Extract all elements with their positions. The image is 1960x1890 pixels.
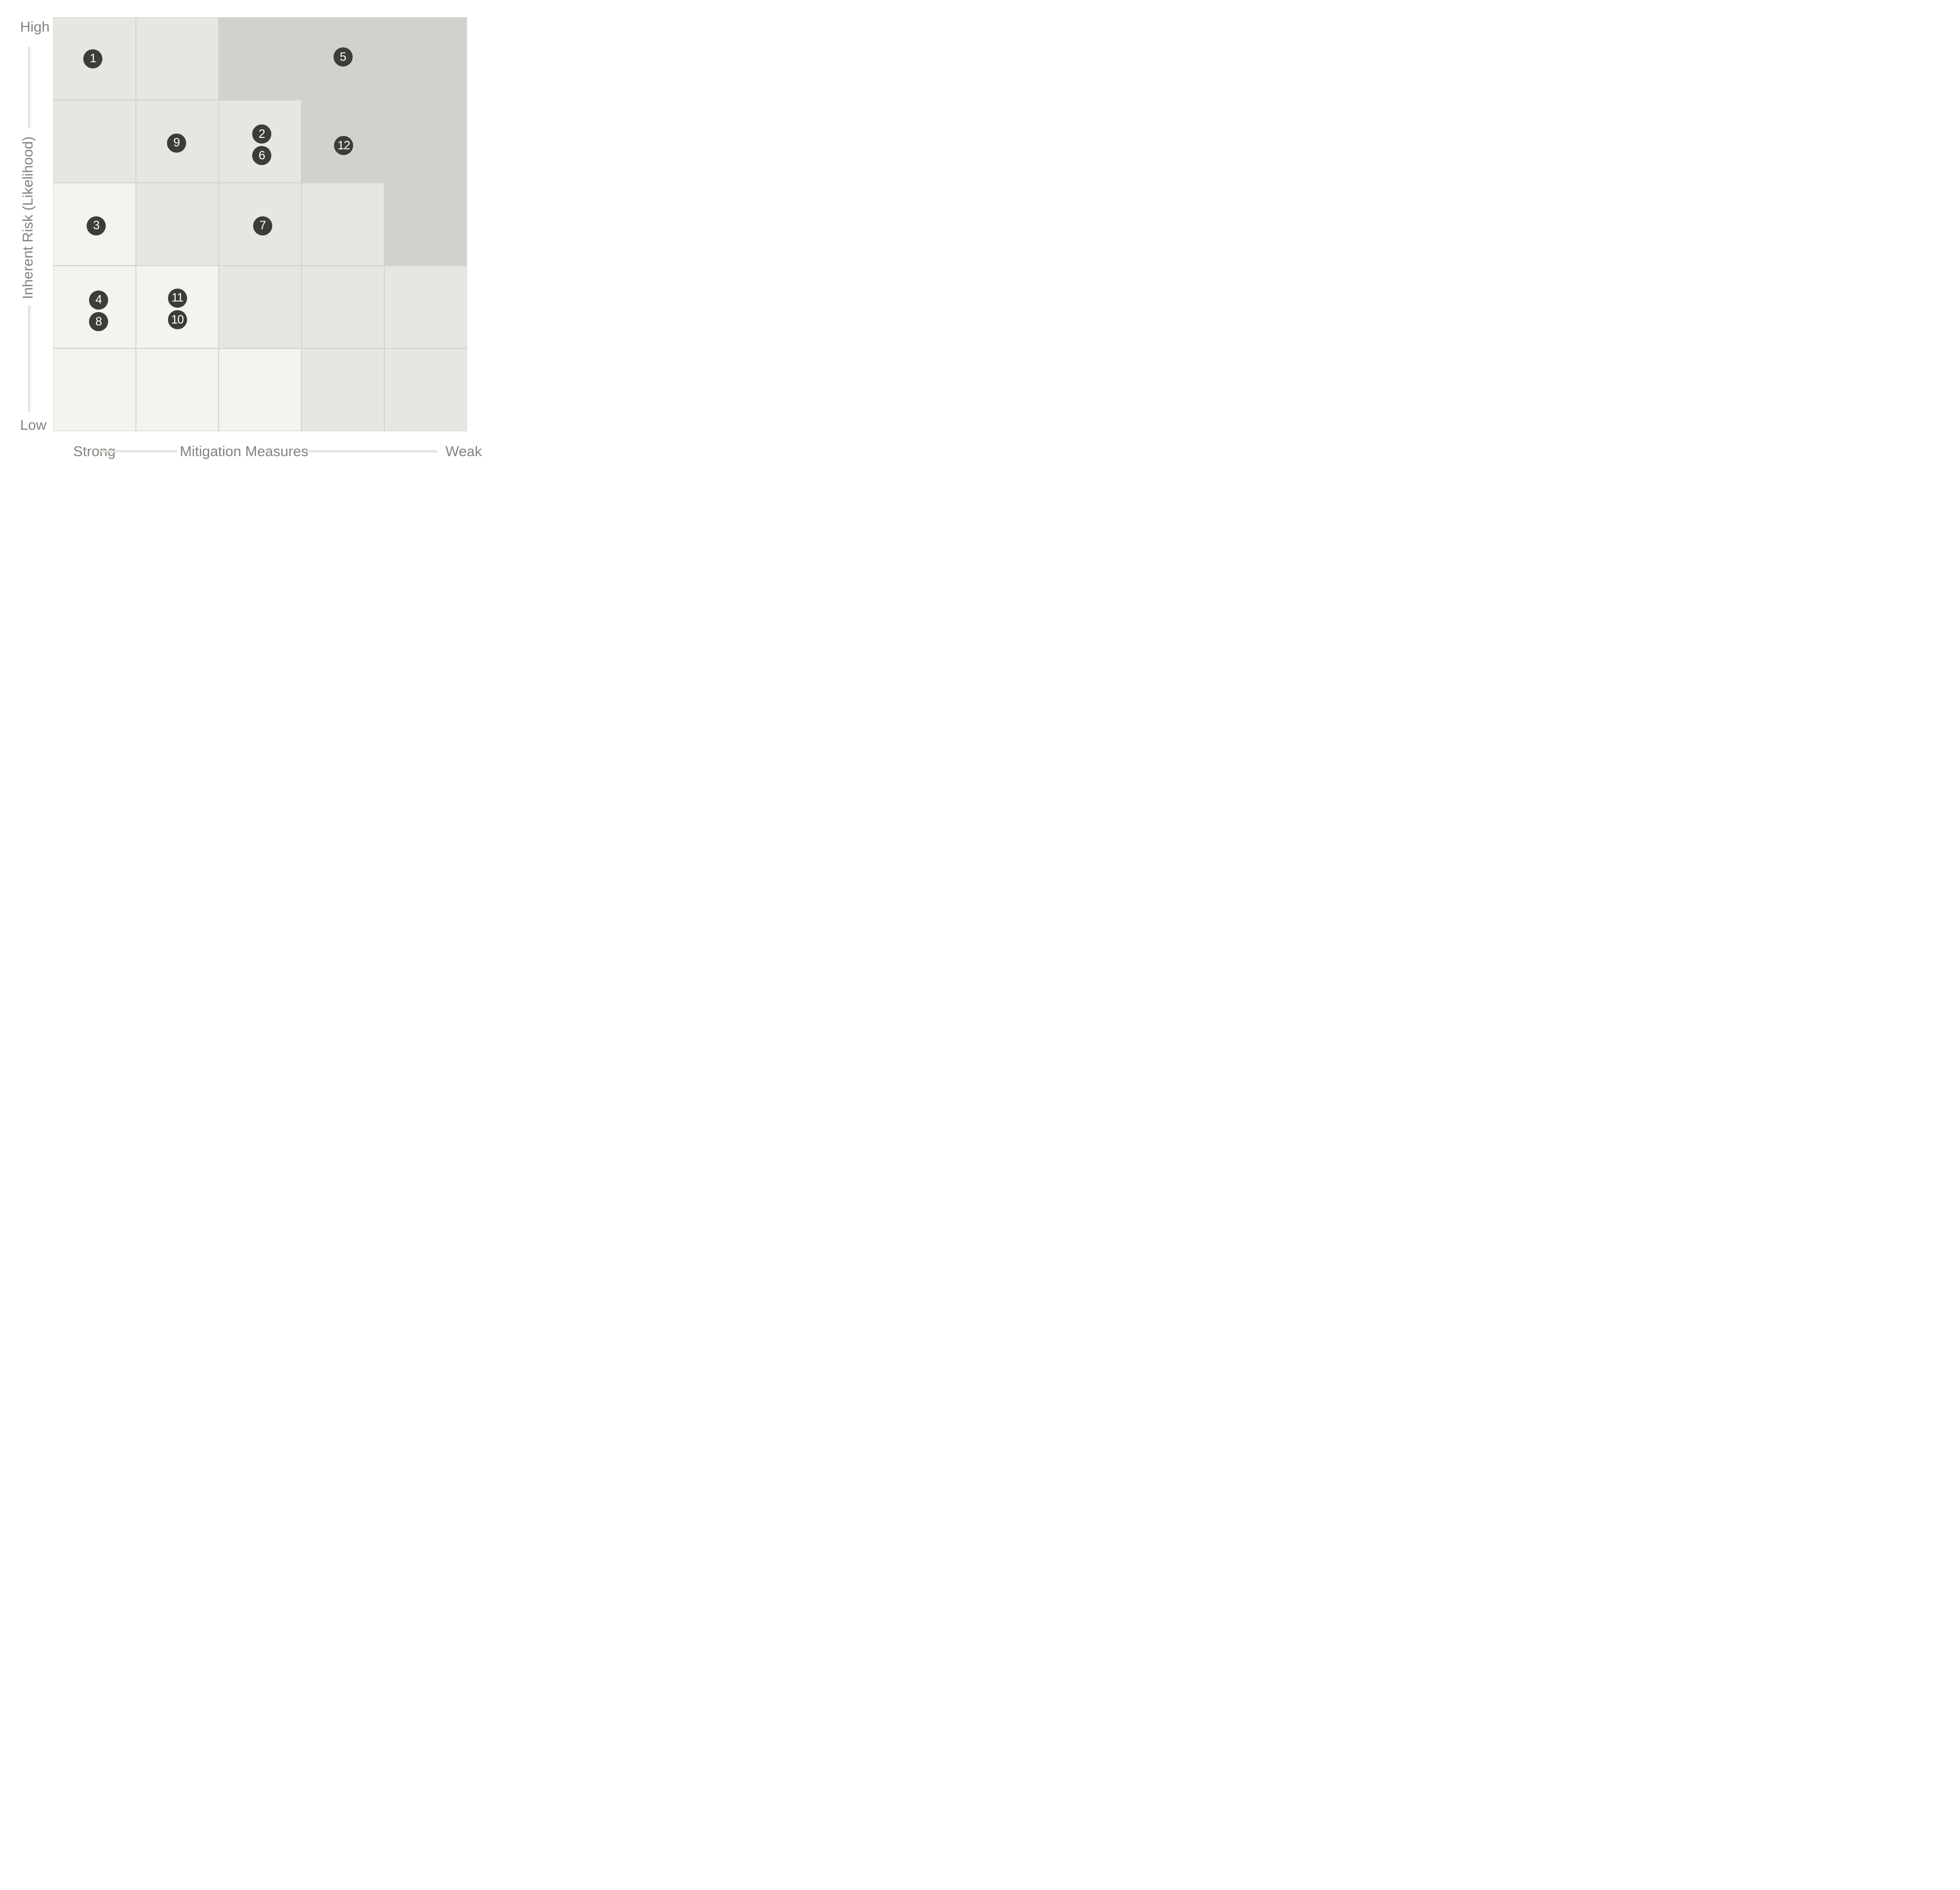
risk-marker-8: 8	[89, 312, 108, 332]
risk-marker-12: 12	[334, 136, 354, 156]
matrix-cell-r4c3	[219, 266, 301, 348]
x-axis-line-right	[306, 450, 438, 452]
risk-marker-3: 3	[86, 216, 106, 235]
risk-marker-4: 4	[89, 290, 108, 310]
risk-marker-5: 5	[333, 47, 353, 67]
risk-marker-6: 6	[252, 146, 271, 166]
risk-marker-9: 9	[167, 133, 186, 153]
matrix-cell-r1c2	[136, 18, 218, 100]
matrix-cell-r5c4	[302, 349, 384, 431]
matrix-cell-r4c5	[385, 266, 467, 348]
matrix-cell-r3c4	[302, 183, 384, 265]
matrix-cell-r5c5	[385, 349, 467, 431]
matrix-cell-r3c5	[385, 183, 467, 265]
y-axis-line-upper	[28, 47, 30, 128]
risk-grid	[54, 18, 467, 431]
y-axis-line-lower	[28, 305, 30, 412]
risk-marker-1: 1	[83, 49, 103, 68]
x-axis-title: Mitigation Measures	[179, 444, 309, 459]
x-axis-line-left	[99, 450, 177, 452]
matrix-cell-r4c4	[302, 266, 384, 348]
y-axis-low-label: Low	[20, 417, 47, 433]
matrix-cell-r2c1	[54, 101, 135, 182]
matrix-cell-r1c3	[219, 18, 301, 100]
matrix-cell-r3c2	[136, 183, 218, 265]
risk-matrix-chart: High Inherent Risk (Likelihood) Low 1 5 9 2…	[0, 0, 490, 472]
matrix-cell-r1c5	[385, 18, 467, 100]
matrix-cell-r5c2	[136, 349, 218, 431]
matrix-cell-r5c1	[54, 349, 135, 431]
risk-marker-7: 7	[253, 216, 272, 235]
matrix-cell-r5c3	[219, 349, 301, 431]
matrix-cell-r2c5	[385, 101, 467, 182]
x-axis-weak-label: Weak	[445, 444, 482, 459]
risk-marker-10: 10	[167, 310, 187, 329]
risk-marker-2: 2	[252, 124, 271, 144]
risk-marker-11: 11	[167, 288, 187, 308]
y-axis-high-label: High	[20, 19, 50, 35]
y-axis-title: Inherent Risk (Likelihood)	[20, 136, 36, 300]
